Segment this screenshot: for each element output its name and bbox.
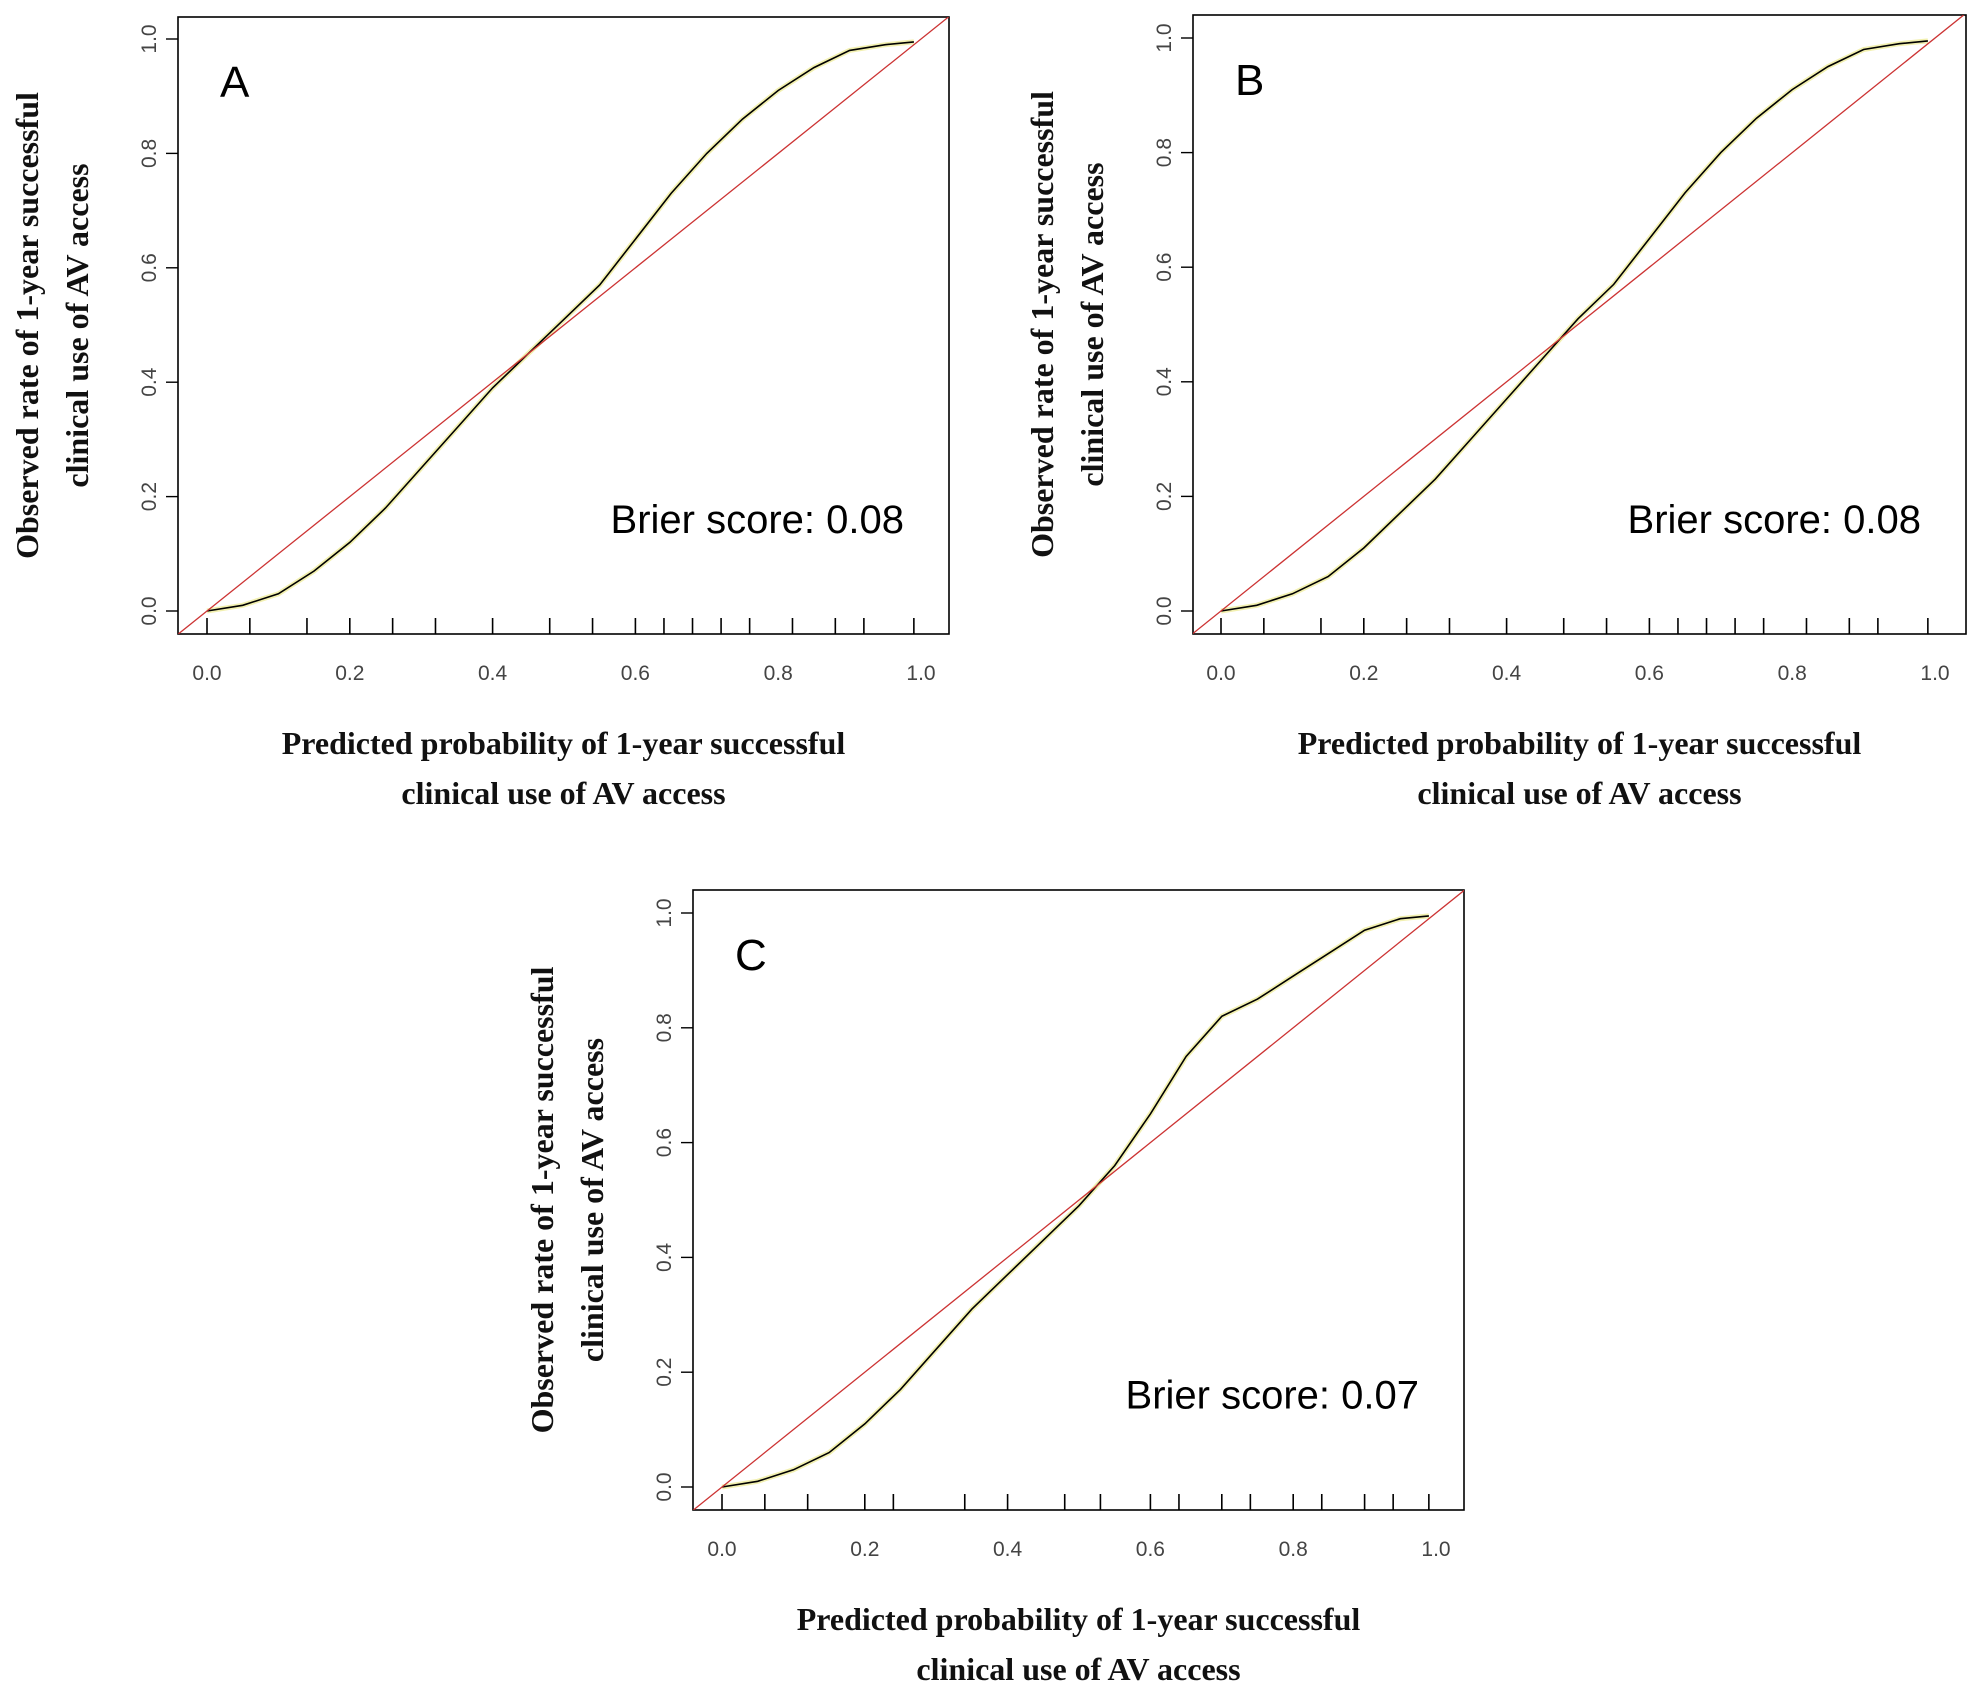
y-tick-label: 1.0 <box>1153 23 1176 52</box>
y-axis-title: Observed rate of 1-year successful <box>524 966 560 1433</box>
x-tick-label: 0.4 <box>1492 662 1522 685</box>
reference-line <box>693 890 1464 1510</box>
x-tick-label: 0.2 <box>850 1538 879 1561</box>
x-tick-label: 0.0 <box>192 662 221 685</box>
y-tick-label: 0.2 <box>653 1358 676 1387</box>
y-axis-title: clinical use of AV access <box>574 1038 610 1362</box>
plot-frame <box>1192 14 1967 635</box>
x-tick-label: 0.4 <box>478 662 508 685</box>
y-tick-label: 0.8 <box>1153 138 1176 167</box>
reference-line <box>1193 15 1965 634</box>
y-axis-title: Observed rate of 1-year successful <box>9 92 45 559</box>
x-tick-label: 0.2 <box>1349 662 1378 685</box>
x-tick-label: 0.0 <box>707 1538 736 1561</box>
calibration-curve <box>206 41 914 612</box>
y-tick-label: 0.0 <box>138 596 161 625</box>
y-axis-title: clinical use of AV access <box>1074 162 1110 486</box>
x-axis-title: Predicted probability of 1-year successf… <box>1298 725 1862 761</box>
y-tick-label: 0.4 <box>653 1242 676 1272</box>
x-tick-label: 1.0 <box>1421 1538 1450 1561</box>
y-tick-label: 0.2 <box>1153 482 1176 511</box>
panel-letter: B <box>1235 56 1264 105</box>
x-tick-label: 0.6 <box>1635 662 1664 685</box>
panel-letter: C <box>735 931 767 980</box>
x-tick-label: 0.6 <box>1136 1538 1165 1561</box>
x-tick-label: 0.0 <box>1206 662 1235 685</box>
panel-b: 0.0 0.2 0.4 0.6 0.8 1.0 0.0 0.2 0.4 0.6 0.8 1.0 B Bri… <box>1024 14 1967 811</box>
x-axis-title: Predicted probability of 1-year successf… <box>282 725 846 761</box>
brier-score-annotation: Brier score: 0.08 <box>1628 498 1921 542</box>
y-tick-label: 0.4 <box>138 367 161 397</box>
plot-frame <box>692 889 1465 1511</box>
brier-score-annotation: Brier score: 0.07 <box>1126 1374 1419 1418</box>
panel-c: 0.0 0.2 0.4 0.6 0.8 1.0 0.0 0.2 0.4 0.6 0.8 1.0 C Bri… <box>524 889 1465 1687</box>
y-tick-label: 0.4 <box>1153 367 1176 397</box>
x-axis-title: Predicted probability of 1-year successf… <box>797 1601 1361 1637</box>
x-tick-label: 1.0 <box>906 662 935 685</box>
y-axis-title: clinical use of AV access <box>59 163 95 487</box>
y-tick-label: 1.0 <box>138 24 161 53</box>
brier-score-annotation: Brier score: 0.08 <box>611 498 904 542</box>
y-tick-label: 0.6 <box>653 1128 676 1157</box>
calibration-curve <box>721 915 1429 1488</box>
y-axis-title: Observed rate of 1-year successful <box>1024 91 1060 558</box>
x-tick-label: 0.2 <box>335 662 364 685</box>
y-tick-label: 0.8 <box>653 1013 676 1042</box>
y-tick-label: 0.0 <box>1153 596 1176 625</box>
x-tick-label: 1.0 <box>1920 662 1949 685</box>
x-tick-label: 0.8 <box>1778 662 1807 685</box>
y-tick-label: 0.0 <box>653 1472 676 1501</box>
y-tick-label: 0.8 <box>138 139 161 168</box>
x-tick-label: 0.8 <box>764 662 793 685</box>
y-tick-label: 0.6 <box>1153 253 1176 282</box>
x-axis-title: clinical use of AV access <box>401 775 725 811</box>
panel-a: 0.0 0.2 0.4 0.6 0.8 1.0 0.0 0.2 0.4 0.6 0.8 1.0 A Bri… <box>9 16 950 811</box>
y-tick-label: 0.2 <box>138 482 161 511</box>
y-tick-label: 1.0 <box>653 898 676 927</box>
x-tick-label: 0.6 <box>621 662 650 685</box>
reference-line <box>178 17 949 634</box>
plot-frame <box>177 16 950 635</box>
x-tick-label: 0.4 <box>993 1538 1023 1561</box>
x-tick-label: 0.8 <box>1279 1538 1308 1561</box>
panel-letter: A <box>220 58 250 107</box>
calibration-curve <box>1220 40 1928 612</box>
y-tick-label: 0.6 <box>138 253 161 282</box>
x-axis-title: clinical use of AV access <box>916 1651 1240 1687</box>
x-axis-title: clinical use of AV access <box>1417 775 1741 811</box>
